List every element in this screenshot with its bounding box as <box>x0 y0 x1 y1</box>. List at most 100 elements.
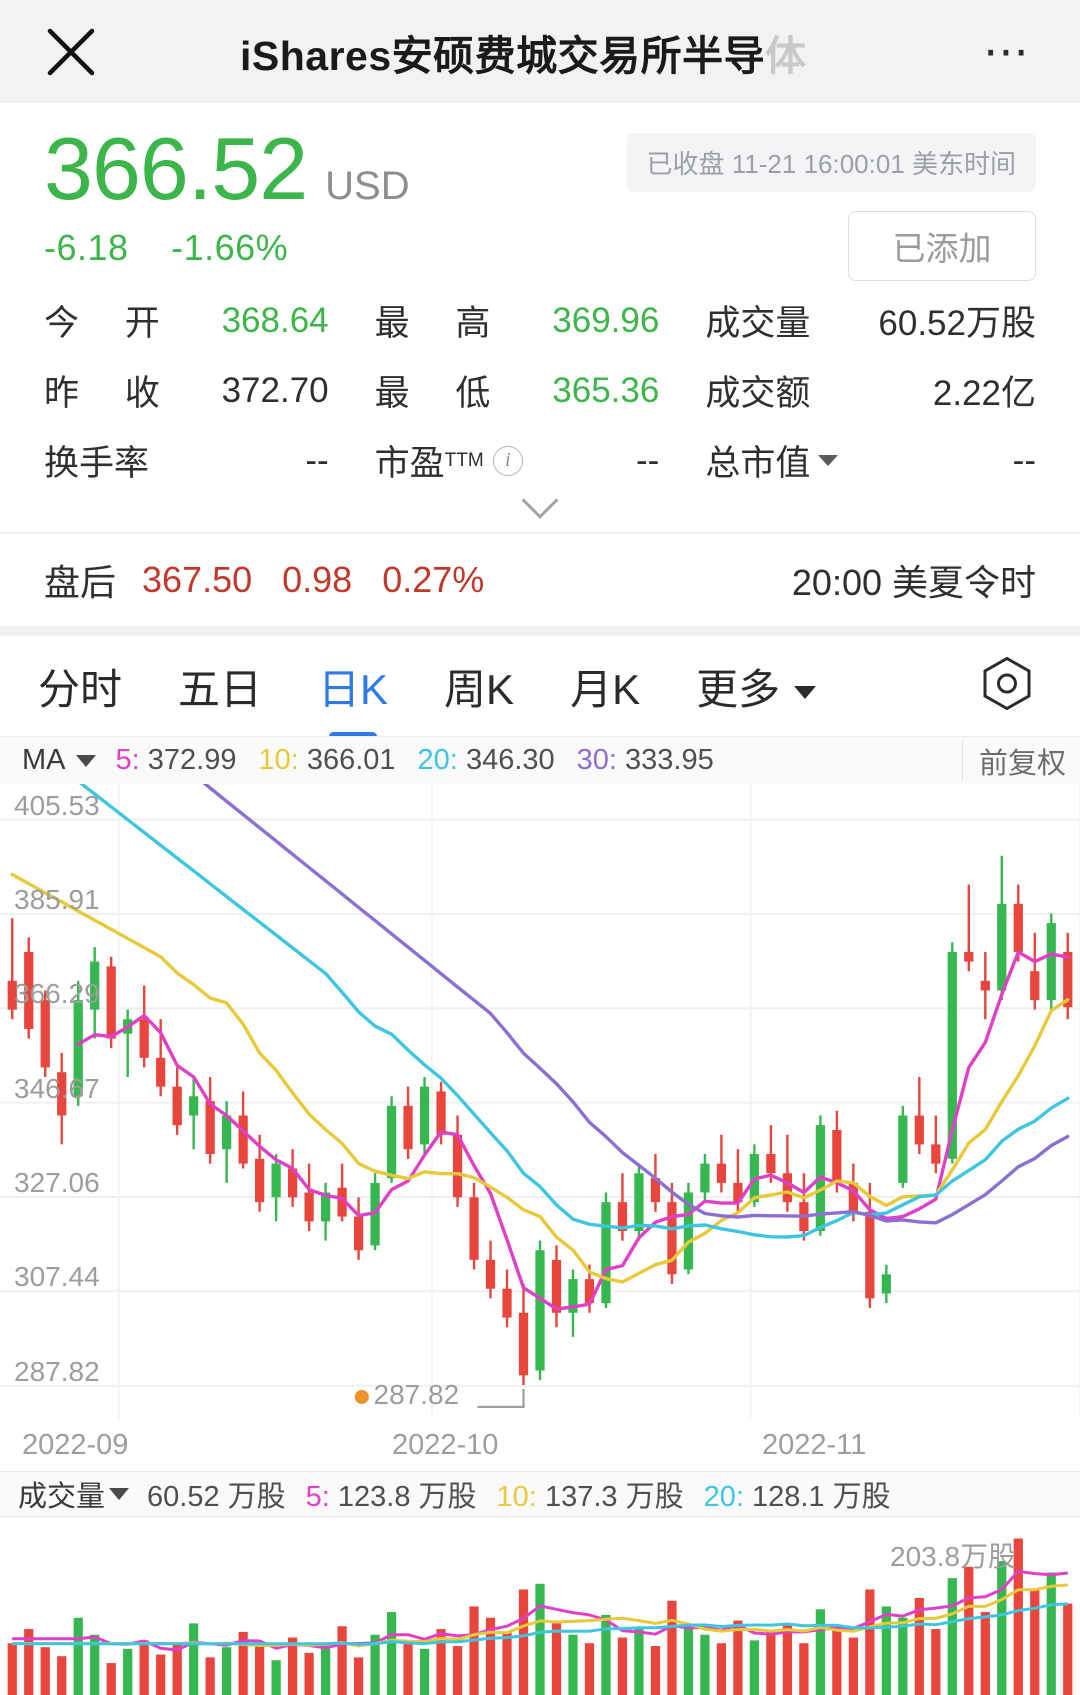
stat-turnover-amount: 成交额 2.22亿 <box>705 365 1036 416</box>
indicator-name: MA <box>22 744 66 776</box>
stat-label: 换手率 <box>44 444 150 483</box>
change-percent: -1.66% <box>171 227 289 268</box>
stat-value: -- <box>305 440 329 480</box>
close-icon[interactable] <box>44 25 98 79</box>
stat-value: 369.96 <box>552 300 660 340</box>
vol-ma20-readout: 20: 128.1 万股 <box>704 1473 891 1515</box>
candlestick-svg <box>0 784 1080 1419</box>
divider <box>0 532 1080 534</box>
quote-block: 366.52 USD -6.18 -1.66% 已收盘 11-21 16:00:… <box>0 103 1080 281</box>
chevron-down-icon[interactable] <box>109 1488 130 1500</box>
vol-ma20-value: 128.1 万股 <box>751 1481 891 1513</box>
page-title-text: iShares安硕费城交易所半导 <box>240 32 766 79</box>
ma30-value: 333.95 <box>625 744 714 776</box>
stat-label: 昨 收 <box>44 374 178 413</box>
more-horizontal-icon[interactable]: ⋯ <box>983 24 1034 77</box>
stats-grid: 今 开 368.64 最 高 369.96 成交量 60.52万股 昨 收 37… <box>0 295 1080 486</box>
tab-weekly-k[interactable]: 周K <box>444 656 514 717</box>
info-icon[interactable]: i <box>492 445 523 476</box>
after-hours-row: 盘后 367.50 0.98 0.27% 20:00 美夏令时 <box>0 534 1080 626</box>
after-hours-time: 20:00 美夏令时 <box>791 562 1036 603</box>
volume-indicator-bar[interactable]: 成交量 60.52 万股 5: 123.8 万股 10: 137.3 万股 20… <box>0 1471 1080 1517</box>
stat-label: 今 开 <box>44 304 178 343</box>
stat-market-cap[interactable]: 总市值 -- <box>705 435 1036 486</box>
volume-chart[interactable]: 203.8万股 <box>0 1517 1080 1695</box>
stat-volume: 成交量 60.52万股 <box>705 295 1036 346</box>
ma20-period: 20: <box>417 744 458 776</box>
vol-ma20-period: 20: <box>703 1481 744 1513</box>
stat-pe-ttm[interactable]: 市盈 TTM i -- <box>375 435 706 486</box>
after-hours-price: 367.50 <box>142 559 253 600</box>
ma30-period: 30: <box>576 744 617 776</box>
ttm-superscript: TTM <box>444 449 484 471</box>
volume-indicator-name: 成交量 <box>18 1481 106 1513</box>
candlestick-chart[interactable]: 405.53 385.91 366.29 346.67 327.06 307.44 287.… <box>0 784 1080 1419</box>
stat-value: -- <box>636 440 660 480</box>
stat-label: 市盈 TTM i <box>375 435 523 486</box>
ma5-readout: 5: 372.99 <box>116 744 237 777</box>
chevron-down-icon[interactable] <box>75 754 96 767</box>
adjustment-mode-label[interactable]: 前复权 <box>961 739 1066 782</box>
chart-period-tabs: 分时 五日 日K 周K 月K 更多 <box>0 636 1080 736</box>
vol-ma5-value: 123.8 万股 <box>337 1481 477 1513</box>
volume-current: 60.52 万股 <box>147 1481 286 1513</box>
vol-ma5-period: 5: <box>305 1481 330 1513</box>
tab-more[interactable]: 更多 <box>696 656 817 717</box>
ma-indicator-bar[interactable]: MA 5: 372.99 10: 366.01 20: 346.30 30: 3… <box>0 736 1080 784</box>
expand-stats-button[interactable] <box>0 482 1080 532</box>
tab-label: 五日 <box>178 665 263 713</box>
tab-label: 月K <box>570 665 641 713</box>
market-status-badge: 已收盘 11-21 16:00:01 美东时间 <box>626 133 1036 192</box>
stat-label: 最 低 <box>374 374 509 413</box>
stat-label: 成交量 <box>705 304 811 343</box>
stat-value: 2.22亿 <box>932 374 1036 413</box>
ma5-period: 5: <box>115 744 140 776</box>
stat-label: 最 高 <box>374 304 509 343</box>
vol-ma10-readout: 10: 137.3 万股 <box>497 1473 684 1515</box>
top-bar: iShares安硕费城交易所半导体 ⋯ <box>0 0 1080 103</box>
after-hours-values: 盘后 367.50 0.98 0.27% <box>44 554 514 606</box>
vol-ma10-value: 137.3 万股 <box>544 1481 684 1513</box>
stat-value: -- <box>1012 440 1036 480</box>
volume-svg <box>7 1538 1073 1695</box>
change-row: -6.18 -1.66% <box>44 227 1036 269</box>
tab-daily-k[interactable]: 日K <box>318 656 388 717</box>
stat-turnover-rate: 换手率 -- <box>44 435 375 486</box>
stat-value: 365.36 <box>552 370 660 410</box>
price-row: 366.52 USD <box>44 125 1036 213</box>
tab-five-day[interactable]: 五日 <box>178 656 262 717</box>
page-title-truncated: 体 <box>765 32 807 79</box>
stat-high: 最 高 369.96 <box>375 295 706 346</box>
stat-label: 总市值 <box>705 435 839 486</box>
ma10-period: 10: <box>258 744 299 776</box>
ma20-value: 346.30 <box>465 744 555 776</box>
add-to-watchlist-button[interactable]: 已添加 <box>848 211 1036 281</box>
chevron-down-icon[interactable] <box>818 455 839 466</box>
after-hours-change: 0.98 <box>282 559 353 600</box>
settings-hexagon-icon[interactable] <box>978 655 1036 718</box>
ma5-value: 372.99 <box>147 744 237 776</box>
ma30-readout: 30: 333.95 <box>577 744 714 777</box>
stat-label-text: 总市值 <box>705 444 811 483</box>
stat-value: 368.64 <box>221 300 329 340</box>
chevron-down-icon <box>794 685 817 699</box>
tab-label: 日K <box>318 665 389 713</box>
vol-ma5-readout: 5: 123.8 万股 <box>306 1473 477 1515</box>
stat-prev-close: 昨 收 372.70 <box>44 365 375 416</box>
tab-timeline[interactable]: 分时 <box>38 656 122 717</box>
stat-value: 60.52万股 <box>878 304 1036 343</box>
change-absolute: -6.18 <box>44 227 129 268</box>
ma10-readout: 10: 366.01 <box>258 744 395 777</box>
stat-low: 最 低 365.36 <box>375 365 706 416</box>
stat-open: 今 开 368.64 <box>44 295 375 346</box>
after-hours-label: 盘后 <box>44 562 117 603</box>
tab-monthly-k[interactable]: 月K <box>570 656 640 717</box>
stat-label: 成交额 <box>705 374 811 413</box>
tab-label: 周K <box>444 665 515 713</box>
tab-label: 更多 <box>696 665 781 713</box>
x-tick: 2022-10 <box>392 1428 499 1461</box>
last-price: 366.52 <box>44 119 308 218</box>
x-axis: 2022-09 2022-10 2022-11 <box>0 1419 1080 1471</box>
ma20-readout: 20: 346.30 <box>418 744 555 777</box>
x-tick: 2022-09 <box>22 1428 129 1461</box>
